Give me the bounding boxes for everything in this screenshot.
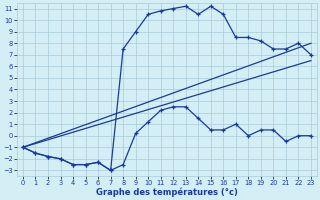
X-axis label: Graphe des températures (°c): Graphe des températures (°c): [96, 188, 238, 197]
